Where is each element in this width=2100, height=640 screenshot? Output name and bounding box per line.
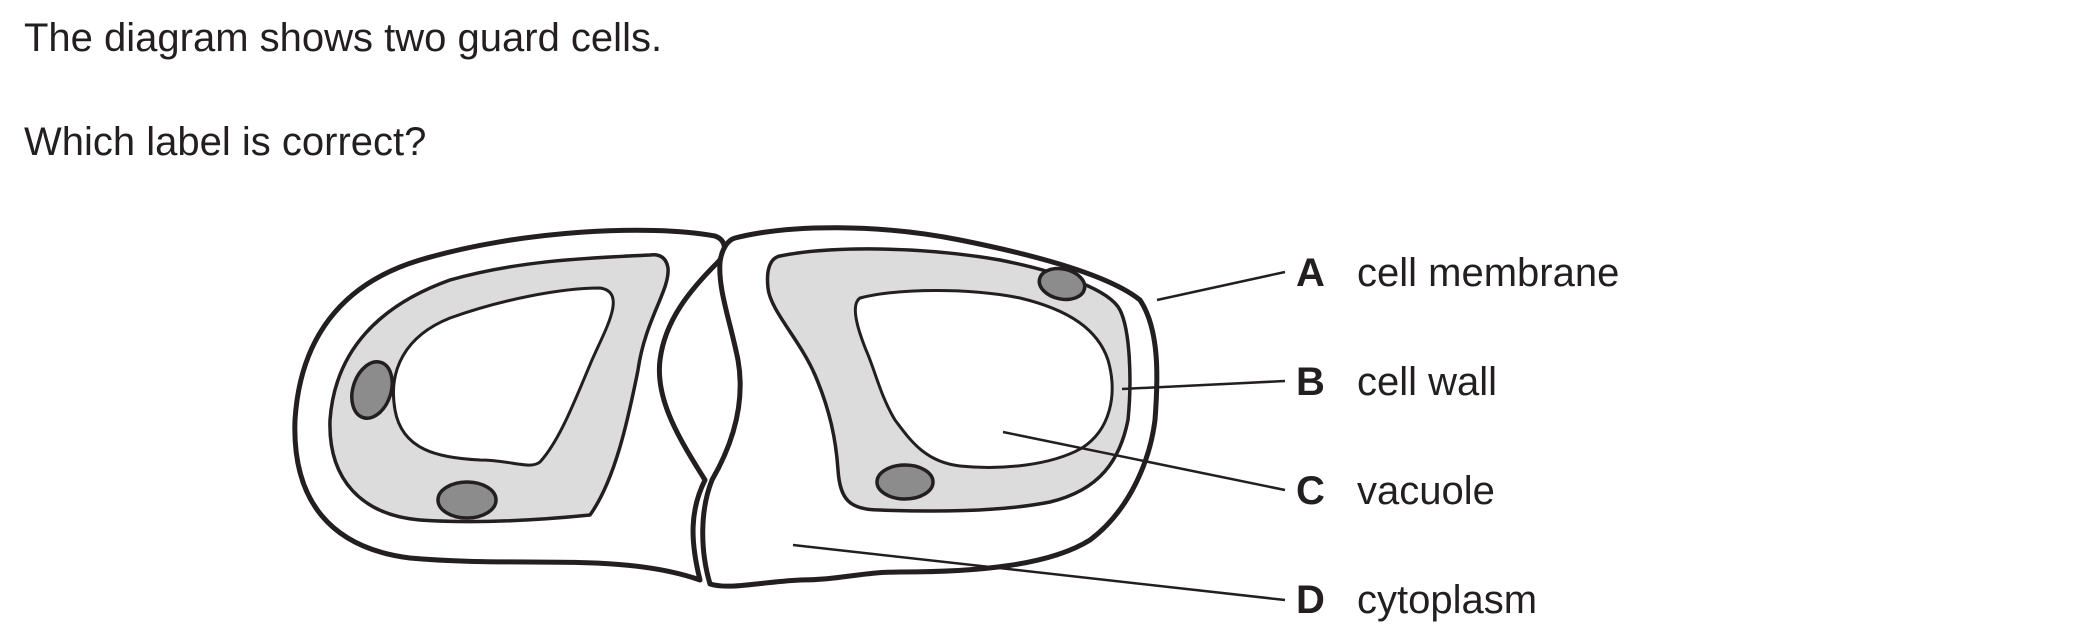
question-prompt: Which label is correct? [24,120,427,164]
diagram-labels: A cell membrane B cell wall C vacuole D … [1296,251,1619,622]
right-nucleus-upper [1037,266,1087,302]
right-guard-cell [700,225,1160,589]
right-nucleus-lower [875,463,935,501]
leader-line-b [1121,379,1286,391]
left-vacuole [392,286,615,467]
left-guard-cell [292,227,727,583]
leader-line-a [1156,270,1286,302]
leader-line-c [1002,430,1286,492]
label-text-a: cell membrane [1357,251,1619,295]
label-letter-d: D [1296,578,1325,622]
label-text-c: vacuole [1357,469,1495,513]
right-vacuole [853,289,1114,469]
label-letter-c: C [1296,469,1325,513]
leader-lines [792,270,1286,602]
label-letter-a: A [1296,251,1325,295]
question-intro: The diagram shows two guard cells. [24,16,663,60]
label-text-b: cell wall [1357,360,1497,404]
leader-line-d [792,543,1286,602]
left-nucleus-upper [350,360,394,420]
label-letter-b: B [1296,360,1325,404]
label-text-d: cytoplasm [1357,578,1537,622]
left-nucleus-lower [436,480,498,520]
